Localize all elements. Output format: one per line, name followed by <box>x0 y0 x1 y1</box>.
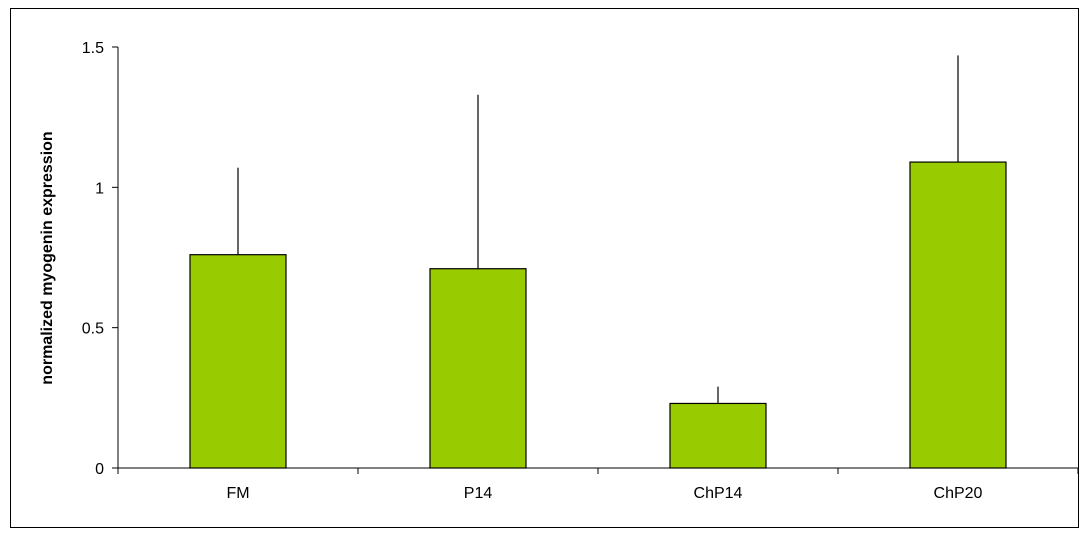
x-tick-label-chp14: ChP14 <box>694 485 743 502</box>
x-tick-label-p14: P14 <box>464 485 493 502</box>
x-tick-label-chp20: ChP20 <box>934 485 983 502</box>
y-tick-label: 1.5 <box>82 40 104 57</box>
y-axis-title: normalized myogenin expression <box>39 131 56 384</box>
y-tick-label: 0.5 <box>82 321 104 338</box>
y-tick-label: 0 <box>95 461 104 478</box>
y-tick-labels: 0 0.5 1 1.5 <box>82 40 104 478</box>
bar-chp20 <box>909 161 1007 469</box>
error-bars <box>237 55 959 404</box>
bar-fm <box>189 254 287 469</box>
x-ticks <box>117 468 1079 474</box>
y-tick-label: 1 <box>95 180 104 197</box>
x-tick-label-fm: FM <box>226 485 249 502</box>
bars <box>189 161 1007 469</box>
y-ticks <box>112 46 118 469</box>
bar-chp14 <box>669 402 767 469</box>
x-tick-labels: FM P14 ChP14 ChP20 <box>226 485 982 502</box>
bar-p14 <box>429 268 527 469</box>
chart-frame <box>10 8 1079 528</box>
